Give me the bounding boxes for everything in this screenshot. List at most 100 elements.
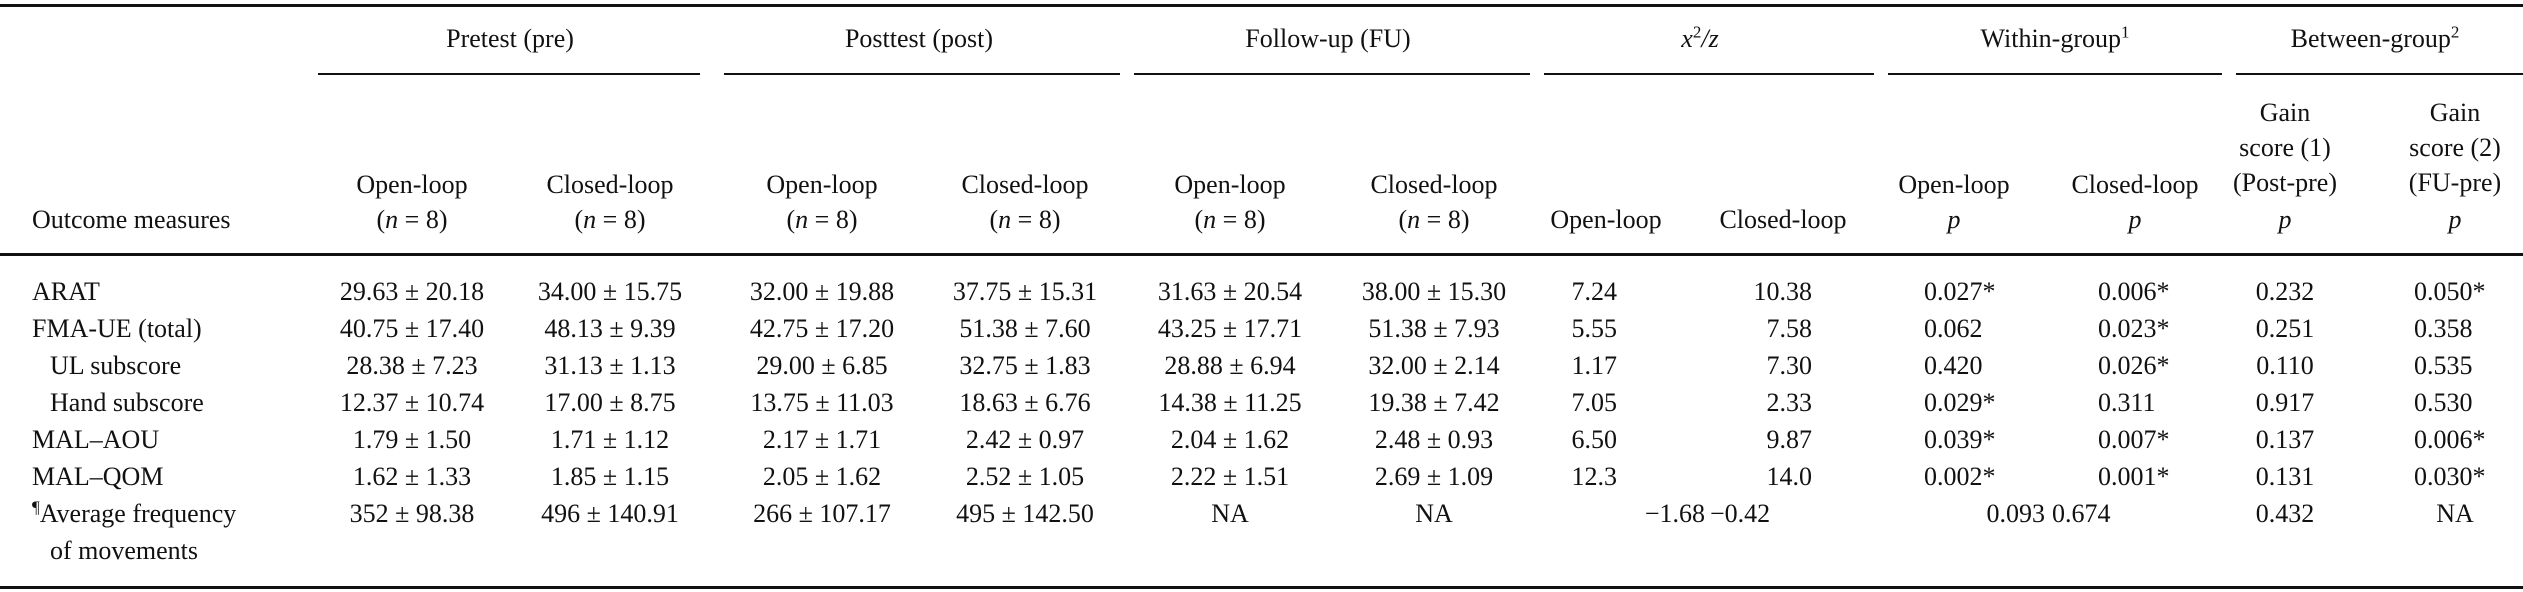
cell-x-open: 5.55 xyxy=(1571,314,1618,343)
cell-pre-closed: 1.71 ± 1.12 xyxy=(550,425,670,454)
cell-gain2: 0.535 xyxy=(2414,351,2473,380)
cell-x-closed: 2.33 xyxy=(1766,388,1813,417)
cell-pre-closed: 31.13 ± 1.13 xyxy=(544,351,676,380)
between-underline xyxy=(2236,73,2523,75)
bottom-rule xyxy=(0,586,2523,589)
pre-closed-header: Closed-loop xyxy=(546,170,674,199)
cell-pre-closed: 48.13 ± 9.39 xyxy=(544,314,676,343)
cell-pre-closed: 34.00 ± 15.75 xyxy=(537,277,683,306)
cell-gain2: 0.006* xyxy=(2414,425,2486,454)
cell-gain1: 0.131 xyxy=(2255,462,2315,491)
cell-gain1: 0.232 xyxy=(2255,277,2315,306)
gain1-line3: (Post-pre) xyxy=(2233,168,2337,197)
row-label-frequency: ¶Average frequency xyxy=(32,497,237,528)
cell-pre-closed: 17.00 ± 8.75 xyxy=(544,388,676,417)
gain1-line2: score (1) xyxy=(2239,133,2331,162)
cell-post-open: 29.00 ± 6.85 xyxy=(756,351,888,380)
cell-post-open: 266 ± 107.17 xyxy=(753,499,891,528)
fu-open-header: Open-loop xyxy=(1174,170,1286,199)
cell-x-open: 7.24 xyxy=(1571,277,1618,306)
cell-within-closed: 0.007* xyxy=(2098,425,2170,454)
cell-within-closed: 0.023* xyxy=(2098,314,2170,343)
cell-pre-closed: 496 ± 140.91 xyxy=(541,499,679,528)
cell-within-closed: 0.674 xyxy=(2052,499,2111,528)
cell-within-open: 0.420 xyxy=(1924,351,1983,380)
cell-fu-closed: 2.48 ± 0.93 xyxy=(1374,425,1494,454)
row-label: ARAT xyxy=(32,277,100,306)
group-header-x2z: x2/z xyxy=(1681,22,1719,53)
cell-x-closed: 9.87 xyxy=(1766,425,1813,454)
gain2-p: p xyxy=(2448,205,2462,234)
cell-within-open: 0.002* xyxy=(1924,462,1996,491)
cell-fu-closed: 51.38 ± 7.93 xyxy=(1368,314,1500,343)
fu-closed-header: Closed-loop xyxy=(1370,170,1498,199)
within-closed-header: Closed-loop xyxy=(2071,170,2199,199)
cell-x-closed: −0.42 xyxy=(1710,499,1771,528)
group-header-between: Between-group2 xyxy=(2290,22,2460,53)
within-closed-p: p xyxy=(2128,205,2142,234)
cell-post-closed: 18.63 ± 6.76 xyxy=(959,388,1091,417)
cell-post-closed: 37.75 ± 15.31 xyxy=(952,277,1098,306)
cell-x-closed: 7.58 xyxy=(1766,314,1813,343)
cell-pre-open: 1.79 ± 1.50 xyxy=(352,425,472,454)
within-open-header: Open-loop xyxy=(1898,170,2010,199)
top-rule xyxy=(0,4,2523,7)
cell-fu-closed: 38.00 ± 15.30 xyxy=(1361,277,1507,306)
cell-gain2: 0.358 xyxy=(2414,314,2473,343)
cell-post-closed: 51.38 ± 7.60 xyxy=(959,314,1091,343)
pre-open-n: (n = 8) xyxy=(376,205,448,234)
cell-x-open: 7.05 xyxy=(1571,388,1618,417)
gain1-line1: Gain xyxy=(2259,98,2311,127)
pre-open-header: Open-loop xyxy=(356,170,468,199)
cell-within-open: 0.062 xyxy=(1924,314,1983,343)
cell-fu-open: 14.38 ± 11.25 xyxy=(1158,388,1302,417)
post-open-header: Open-loop xyxy=(766,170,878,199)
cell-fu-open: 31.63 ± 20.54 xyxy=(1157,277,1303,306)
group-header-pretest: Pretest (pre) xyxy=(446,24,574,53)
cell-fu-open: 43.25 ± 17.71 xyxy=(1157,314,1303,343)
cell-x-open: 6.50 xyxy=(1571,425,1618,454)
post-closed-n: (n = 8) xyxy=(989,205,1061,234)
x2z-underline xyxy=(1544,73,1874,75)
cell-x-open: 1.17 xyxy=(1571,351,1618,380)
x2z-closed-header: Closed-loop xyxy=(1719,205,1847,234)
cell-post-open: 42.75 ± 17.20 xyxy=(749,314,895,343)
cell-post-closed: 32.75 ± 1.83 xyxy=(959,351,1091,380)
group-header-followup: Follow-up (FU) xyxy=(1245,24,1411,53)
cell-gain1: 0.432 xyxy=(2255,499,2315,528)
within-underline xyxy=(1888,73,2222,75)
cell-pre-open: 12.37 ± 10.74 xyxy=(339,388,485,417)
cell-x-open: 12.3 xyxy=(1571,462,1618,491)
fu-closed-n: (n = 8) xyxy=(1398,205,1470,234)
cell-post-closed: 2.42 ± 0.97 xyxy=(965,425,1085,454)
row-label: UL subscore xyxy=(50,351,182,380)
group-header-posttest: Posttest (post) xyxy=(844,24,994,53)
followup-underline xyxy=(1134,73,1530,75)
cell-gain1: 0.917 xyxy=(2255,388,2315,417)
cell-post-closed: 2.52 ± 1.05 xyxy=(965,462,1085,491)
row-label-frequency-cont: of movements xyxy=(50,536,199,565)
group-header-within: Within-group1 xyxy=(1980,22,2130,53)
cell-gain2: 0.030* xyxy=(2414,462,2486,491)
cell-within-open: 0.093 xyxy=(1986,499,2046,528)
cell-pre-open: 28.38 ± 7.23 xyxy=(346,351,478,380)
pre-closed-n: (n = 8) xyxy=(574,205,646,234)
row-label: MAL–QOM xyxy=(32,462,164,491)
outcome-measures-header: Outcome measures xyxy=(32,205,231,234)
cell-fu-closed: 32.00 ± 2.14 xyxy=(1368,351,1500,380)
cell-fu-open: 2.22 ± 1.51 xyxy=(1170,462,1290,491)
cell-post-closed: 495 ± 142.50 xyxy=(956,499,1094,528)
cell-x-open: −1.68 xyxy=(1644,499,1705,528)
gain2-line1: Gain xyxy=(2429,98,2481,127)
cell-post-open: 32.00 ± 19.88 xyxy=(749,277,895,306)
cell-fu-closed: 19.38 ± 7.42 xyxy=(1368,388,1500,417)
cell-post-open: 2.17 ± 1.71 xyxy=(762,425,882,454)
row-label: FMA-UE (total) xyxy=(32,314,202,343)
cell-pre-open: 1.62 ± 1.33 xyxy=(352,462,472,491)
fu-open-n: (n = 8) xyxy=(1194,205,1266,234)
cell-fu-open: 28.88 ± 6.94 xyxy=(1164,351,1296,380)
cell-fu-open: 2.04 ± 1.62 xyxy=(1170,425,1290,454)
cell-within-closed: 0.006* xyxy=(2098,277,2170,306)
cell-pre-open: 29.63 ± 20.18 xyxy=(339,277,485,306)
